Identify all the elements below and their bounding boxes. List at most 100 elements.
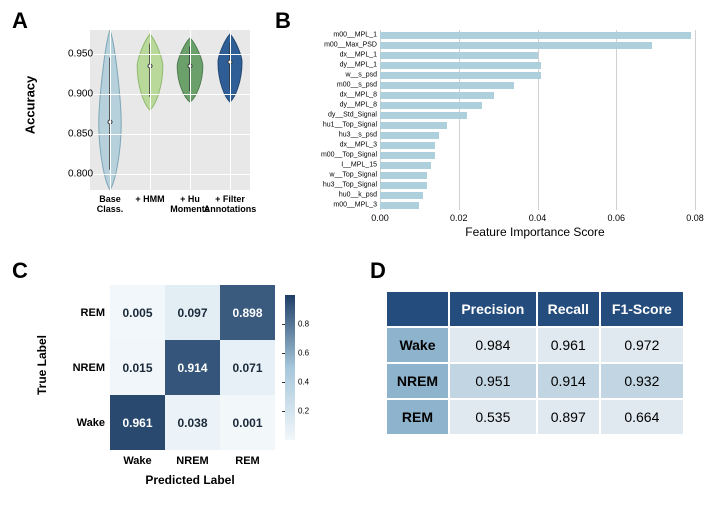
feature-label: m00__Max_PSD xyxy=(324,42,377,49)
table-header-row: Precision Recall F1-Score xyxy=(386,291,684,327)
row-label: Wake xyxy=(386,327,449,363)
confusion-cell: 0.001 xyxy=(220,395,275,450)
feature-label: m00__s_psd xyxy=(337,82,377,89)
confusion-ytick: NREM xyxy=(65,362,105,374)
metrics-table: Precision Recall F1-Score Wake 0.984 0.9… xyxy=(385,290,685,436)
confusion-cell: 0.071 xyxy=(220,340,275,395)
feature-label: m00__Top_Signal xyxy=(321,152,377,159)
feature-bar xyxy=(380,62,541,69)
feature-label: I__MPL_15 xyxy=(341,162,377,169)
colorbar-tick: 0.2 xyxy=(298,407,309,416)
panel-c-xlabel: Predicted Label xyxy=(145,473,234,487)
confusion-cell: 0.005 xyxy=(110,285,165,340)
cell: 0.897 xyxy=(537,399,600,435)
cell: 0.535 xyxy=(449,399,537,435)
row-label: NREM xyxy=(386,363,449,399)
panel-b-xtick: 0.02 xyxy=(450,213,468,223)
feature-bar xyxy=(380,122,447,129)
cell: 0.951 xyxy=(449,363,537,399)
cell: 0.932 xyxy=(600,363,684,399)
panel-d-table: Precision Recall F1-Score Wake 0.984 0.9… xyxy=(385,290,700,470)
panel-b-plot xyxy=(380,30,695,210)
feature-bar xyxy=(380,82,514,89)
feature-label: dy__Std_Signal xyxy=(328,112,377,119)
confusion-xtick: REM xyxy=(235,455,259,467)
table-row: Wake 0.984 0.961 0.972 xyxy=(386,327,684,363)
feature-label: w__Top_Signal xyxy=(330,172,377,179)
feature-label: w__s_psd xyxy=(345,72,377,79)
col-precision: Precision xyxy=(449,291,537,327)
feature-bar xyxy=(380,102,482,109)
feature-label: hu3__s_psd xyxy=(339,132,377,139)
feature-bar xyxy=(380,162,431,169)
cell: 0.914 xyxy=(537,363,600,399)
feature-label: m00__MPL_3 xyxy=(333,202,377,209)
panel-a-ytick: 0.850 xyxy=(68,129,93,140)
feature-label: hu3__Top_Signal xyxy=(323,182,377,189)
feature-bar xyxy=(380,132,439,139)
confusion-matrix: 0.0050.0970.898 0.0150.9140.071 0.9610.038… xyxy=(110,285,275,450)
col-recall: Recall xyxy=(537,291,600,327)
feature-label: dy__MPL_8 xyxy=(340,102,377,109)
panel-b-xtick: 0.00 xyxy=(371,213,389,223)
panel-label-a: A xyxy=(12,8,28,34)
panel-a-xtick: BaseClass. xyxy=(97,195,124,215)
confusion-cell: 0.015 xyxy=(110,340,165,395)
panel-label-c: C xyxy=(12,258,28,284)
panel-a-xtick: + FilterAnnotations xyxy=(204,195,257,215)
feature-bar xyxy=(380,182,427,189)
panel-b-xtick: 0.04 xyxy=(529,213,547,223)
feature-bar xyxy=(380,152,435,159)
panel-a-violin: Accuracy 0.8000.8500.9000.950BaseClass.+… xyxy=(40,25,250,225)
confusion-xtick: NREM xyxy=(176,455,208,467)
panel-a-ytick: 0.800 xyxy=(68,169,93,180)
feature-bar xyxy=(380,32,691,39)
feature-label: hu0__k_psd xyxy=(339,192,377,199)
panel-b-xlabel: Feature Importance Score xyxy=(465,225,604,239)
row-label: REM xyxy=(386,399,449,435)
feature-bar xyxy=(380,72,541,79)
cell: 0.664 xyxy=(600,399,684,435)
feature-label: dx__MPL_8 xyxy=(340,92,377,99)
panel-a-ytick: 0.950 xyxy=(68,49,93,60)
panel-c-confusion: 0.0050.0970.898 0.0150.9140.071 0.9610.038… xyxy=(40,275,330,495)
panel-a-plot xyxy=(90,30,250,190)
panel-b-bars: Feature Importance Score 0.00 0.02 0.04 0.0… xyxy=(285,25,705,245)
feature-bar xyxy=(380,172,427,179)
panel-label-d: D xyxy=(370,258,386,284)
cell: 0.984 xyxy=(449,327,537,363)
feature-bar xyxy=(380,192,423,199)
feature-bar xyxy=(380,112,467,119)
panel-a-xtick: + HMM xyxy=(135,195,164,205)
col-f1: F1-Score xyxy=(600,291,684,327)
feature-label: m00__MPL_1 xyxy=(333,32,377,39)
confusion-cell: 0.898 xyxy=(220,285,275,340)
feature-bar xyxy=(380,42,652,49)
colorbar xyxy=(285,295,295,440)
cell: 0.961 xyxy=(537,327,600,363)
feature-label: dx__MPL_3 xyxy=(340,142,377,149)
confusion-cell: 0.038 xyxy=(165,395,220,450)
feature-label: dy__MPL_1 xyxy=(340,62,377,69)
feature-bar xyxy=(380,142,435,149)
colorbar-tick: 0.6 xyxy=(298,349,309,358)
panel-c-ylabel: True Label xyxy=(35,335,49,395)
table-row: NREM 0.951 0.914 0.932 xyxy=(386,363,684,399)
panel-b-xtick: 0.08 xyxy=(686,213,704,223)
colorbar-tick: 0.8 xyxy=(298,320,309,329)
colorbar-tick: 0.4 xyxy=(298,378,309,387)
panel-a-ytick: 0.900 xyxy=(68,89,93,100)
confusion-xtick: Wake xyxy=(123,455,151,467)
table-corner xyxy=(386,291,449,327)
confusion-ytick: REM xyxy=(65,307,105,319)
cell: 0.972 xyxy=(600,327,684,363)
panel-b-xtick: 0.06 xyxy=(607,213,625,223)
feature-bar xyxy=(380,52,538,59)
feature-label: dx__MPL_1 xyxy=(340,52,377,59)
feature-label: hu1__Top_Signal xyxy=(323,122,377,129)
confusion-cell: 0.961 xyxy=(110,395,165,450)
feature-bar xyxy=(380,202,419,209)
confusion-cell: 0.097 xyxy=(165,285,220,340)
confusion-cell: 0.914 xyxy=(165,340,220,395)
panel-a-ylabel: Accuracy xyxy=(23,76,38,135)
